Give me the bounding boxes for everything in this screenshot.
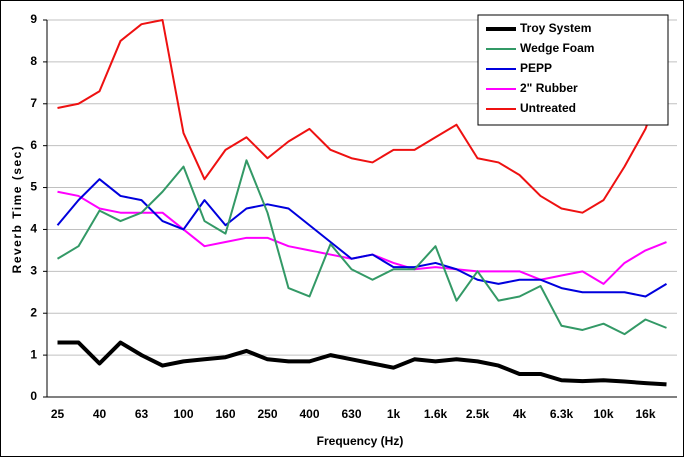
legend-label: Wedge Foam xyxy=(520,41,594,55)
x-tick-label: 2.5k xyxy=(466,407,490,421)
x-tick-label: 630 xyxy=(341,407,361,421)
y-tick-label: 1 xyxy=(30,347,37,361)
y-tick-label: 8 xyxy=(30,54,37,68)
y-axis-title: Reverb Time (sec) xyxy=(10,145,24,274)
series-line xyxy=(57,340,667,387)
y-tick-label: 5 xyxy=(30,180,37,194)
x-tick-label: 1k xyxy=(387,407,401,421)
series-line xyxy=(57,19,668,214)
x-tick-label: 25 xyxy=(51,407,65,421)
x-tick-label: 1.6k xyxy=(424,407,448,421)
y-tick-label: 9 xyxy=(30,12,37,26)
y-tick-label: 3 xyxy=(30,264,37,278)
x-tick-label: 63 xyxy=(135,407,149,421)
y-tick-label: 4 xyxy=(30,222,37,236)
legend-label: PEPP xyxy=(520,61,552,75)
legend-label: 2" Rubber xyxy=(520,81,578,95)
x-tick-label: 250 xyxy=(257,407,277,421)
y-tick-label: 7 xyxy=(30,96,37,110)
legend-label: Untreated xyxy=(520,101,576,115)
legend-label: Troy System xyxy=(520,21,591,35)
x-tick-label: 16k xyxy=(635,407,655,421)
x-tick-label: 400 xyxy=(299,407,319,421)
y-tick-label: 6 xyxy=(30,138,37,152)
y-tick-label: 0 xyxy=(30,389,37,403)
y-tick-label: 2 xyxy=(30,305,37,319)
x-tick-label: 160 xyxy=(215,407,235,421)
series-line xyxy=(56,159,667,336)
x-axis-title: Frequency (Hz) xyxy=(317,434,404,448)
x-tick-label: 10k xyxy=(593,407,613,421)
x-tick-label: 4k xyxy=(513,407,527,421)
series-line xyxy=(56,178,668,298)
x-tick-label: 100 xyxy=(173,407,193,421)
x-tick-label: 40 xyxy=(93,407,107,421)
x-tick-label: 6.3k xyxy=(550,407,574,421)
